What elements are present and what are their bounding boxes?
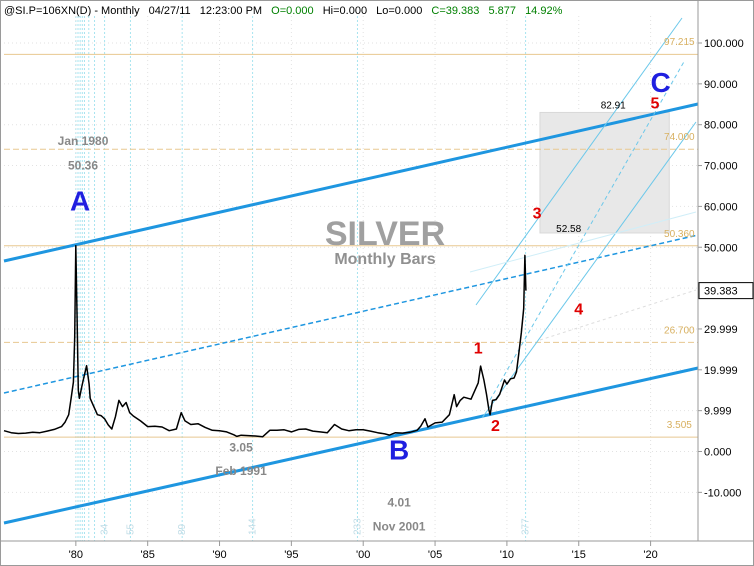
annotation-label: 50.36 bbox=[68, 159, 98, 173]
price-tick-label: 50.000 bbox=[704, 242, 738, 254]
cycle-label: 34 bbox=[100, 523, 111, 535]
cycle-label: 233 bbox=[352, 518, 363, 535]
last-price-marker bbox=[698, 282, 754, 300]
last-price-label: 39.383 bbox=[704, 286, 738, 298]
header-close: C=39.383 bbox=[431, 5, 480, 17]
chart-title: SILVER bbox=[325, 215, 445, 253]
time-tick-label: '05 bbox=[428, 549, 442, 561]
annotation-label: 4 bbox=[574, 302, 583, 319]
annotation-label: 2 bbox=[491, 418, 500, 435]
annotation-label: 26.700 bbox=[664, 325, 695, 336]
annotation-label: 82.91 bbox=[601, 100, 626, 111]
price-tick-label: 60.000 bbox=[704, 201, 738, 213]
price-line bbox=[3, 245, 527, 438]
header-change: 5.877 bbox=[488, 5, 516, 17]
lower-channel-line bbox=[3, 366, 699, 525]
trend-channels bbox=[3, 17, 699, 525]
annotation-label: Jan 1980 bbox=[58, 134, 109, 148]
median-channel-line bbox=[3, 234, 699, 394]
cycle-label: 89 bbox=[177, 523, 188, 535]
price-tick-label: 29.999 bbox=[704, 324, 738, 336]
annotation-label: Feb 1991 bbox=[215, 464, 267, 478]
symbol-label: @SI.P=106XN(D) - Monthly bbox=[4, 5, 140, 17]
annotation-label: C bbox=[651, 67, 671, 98]
vertical-gridlines bbox=[75, 16, 652, 541]
time-tick-label: '95 bbox=[284, 549, 298, 561]
time-tick-label: '90 bbox=[212, 549, 226, 561]
time-tick-label: '85 bbox=[141, 549, 155, 561]
header-high: Hi=0.000 bbox=[322, 5, 368, 17]
header-date: 04/27/11 bbox=[148, 5, 191, 17]
price-tick-label: 19.999 bbox=[704, 365, 738, 377]
annotation-label: 4.01 bbox=[387, 496, 411, 510]
header-change-pct: 14.92% bbox=[525, 5, 563, 17]
annotation-label: 52.58 bbox=[556, 224, 581, 235]
header-open: O=0.000 bbox=[271, 5, 314, 17]
price-tick-label: -10.000 bbox=[704, 487, 741, 499]
price-tick-label: 100.000 bbox=[704, 38, 744, 50]
annotation-label: 5 bbox=[650, 95, 659, 112]
annotation-label: 3.505 bbox=[667, 420, 692, 431]
annotation-label: 3.05 bbox=[229, 441, 253, 455]
target-box bbox=[539, 111, 670, 234]
cycle-lines bbox=[75, 16, 527, 541]
annotation-label: Nov 2001 bbox=[373, 519, 426, 533]
fan-line-1 bbox=[469, 211, 697, 273]
time-tick-label: '00 bbox=[356, 549, 370, 561]
time-tick-label: '20 bbox=[643, 549, 657, 561]
time-tick-label: '80 bbox=[69, 549, 83, 561]
chart-header: @SI.P=106XN(D) - Monthly 04/27/11 12:23:… bbox=[4, 5, 568, 17]
upper-channel-line bbox=[3, 102, 699, 263]
price-tick-label: 90.000 bbox=[704, 79, 738, 91]
steep-line-median bbox=[489, 59, 686, 401]
price-series bbox=[3, 245, 527, 438]
annotation-label: B bbox=[389, 435, 409, 466]
header-time: 12:23:00 PM bbox=[199, 5, 263, 17]
price-tick-label: 0.000 bbox=[704, 447, 732, 459]
steep-line-lower bbox=[481, 121, 697, 419]
price-tick-label: 9.999 bbox=[704, 406, 732, 418]
steep-line-upper bbox=[475, 17, 683, 306]
price-tick-label: 80.000 bbox=[704, 120, 738, 132]
chart-subtitle: Monthly Bars bbox=[334, 251, 435, 268]
annotation-label: 50.360 bbox=[664, 229, 695, 240]
header-low: Lo=0.000 bbox=[376, 5, 423, 17]
time-tick-label: '10 bbox=[500, 549, 514, 561]
fib-levels bbox=[4, 53, 698, 438]
annotation-label: A bbox=[70, 185, 90, 216]
annotation-label: 97.215 bbox=[664, 37, 695, 48]
cycle-label: 55 bbox=[125, 523, 136, 535]
cycle-label: 144 bbox=[248, 518, 259, 535]
annotation-label: 74.000 bbox=[664, 132, 695, 143]
target-zone bbox=[539, 111, 670, 234]
cycle-label: 377 bbox=[521, 518, 532, 535]
annotation-label: 1 bbox=[474, 340, 483, 357]
annotation-label: 3 bbox=[533, 206, 542, 223]
price-tick-label: 70.000 bbox=[704, 161, 738, 173]
time-tick-label: '15 bbox=[572, 549, 586, 561]
